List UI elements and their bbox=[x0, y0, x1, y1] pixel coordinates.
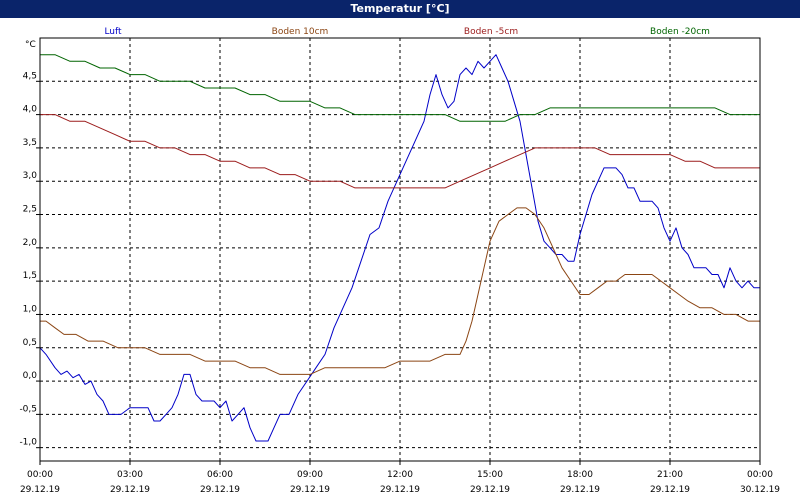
y-tick-label: 2,0 bbox=[23, 238, 38, 248]
x-tick-date: 29.12.19 bbox=[650, 485, 690, 495]
x-tick-time: 00:00 bbox=[27, 470, 53, 480]
x-tick-date: 29.12.19 bbox=[470, 485, 510, 495]
x-axis-ticks: 00:00 29.12.19 03:00 29.12.19 06:00 29.12.19 0… bbox=[20, 461, 780, 495]
x-tick-date: 29.12.19 bbox=[200, 485, 240, 495]
x-tick-time: 09:00 bbox=[297, 470, 323, 480]
y-unit-label: °C bbox=[25, 40, 36, 50]
x-tick-time: 18:00 bbox=[567, 470, 593, 480]
series-line-1 bbox=[40, 207, 760, 375]
chart-background bbox=[0, 18, 800, 500]
legend-item-0: Luft bbox=[104, 27, 122, 37]
x-tick-time: 12:00 bbox=[387, 470, 413, 480]
y-tick-label: 1,5 bbox=[23, 271, 37, 281]
x-tick-date: 29.12.19 bbox=[380, 485, 420, 495]
series-lines bbox=[39, 54, 760, 442]
series-line-0 bbox=[39, 54, 760, 442]
y-tick-label: 3,0 bbox=[23, 171, 38, 181]
y-tick-label: 4,5 bbox=[23, 71, 37, 81]
y-tick-label: 4,0 bbox=[23, 105, 38, 115]
legend-item-3: Boden -20cm bbox=[650, 27, 710, 37]
x-tick-date: 29.12.19 bbox=[560, 485, 600, 495]
x-tick-time: 21:00 bbox=[657, 470, 683, 480]
y-tick-label: 3,5 bbox=[23, 138, 37, 148]
chart-title: Temperatur [°C] bbox=[0, 0, 800, 18]
x-tick-time: 00:00 bbox=[747, 470, 773, 480]
y-tick-label: -0,5 bbox=[19, 404, 37, 414]
y-axis-ticks: -1,0 -0,5 0,0 0,5 1,0 1,5 2,0 2,5 3,0 3,5 4,0 4,5 bbox=[19, 71, 40, 449]
legend-item-2: Boden -5cm bbox=[464, 27, 518, 37]
legend-item-1: Boden 10cm bbox=[272, 27, 329, 37]
x-tick-time: 06:00 bbox=[207, 470, 233, 480]
y-tick-label: -1,0 bbox=[19, 438, 37, 448]
x-tick-date: 29.12.19 bbox=[290, 485, 330, 495]
x-tick-date: 29.12.19 bbox=[110, 485, 150, 495]
y-tick-label: 0,5 bbox=[23, 338, 37, 348]
x-tick-date: 30.12.19 bbox=[740, 485, 780, 495]
y-tick-label: 2,5 bbox=[23, 205, 37, 215]
y-tick-label: 0,0 bbox=[23, 371, 38, 381]
x-tick-time: 15:00 bbox=[477, 470, 503, 480]
y-tick-label: 1,0 bbox=[23, 304, 38, 314]
legend: Luft Boden 10cm Boden -5cm Boden -20cm bbox=[104, 27, 710, 37]
series-line-3 bbox=[40, 54, 760, 122]
plot-frame bbox=[39, 37, 761, 462]
series-line-2 bbox=[40, 114, 760, 189]
x-tick-time: 03:00 bbox=[117, 470, 143, 480]
x-tick-date: 29.12.19 bbox=[20, 485, 60, 495]
